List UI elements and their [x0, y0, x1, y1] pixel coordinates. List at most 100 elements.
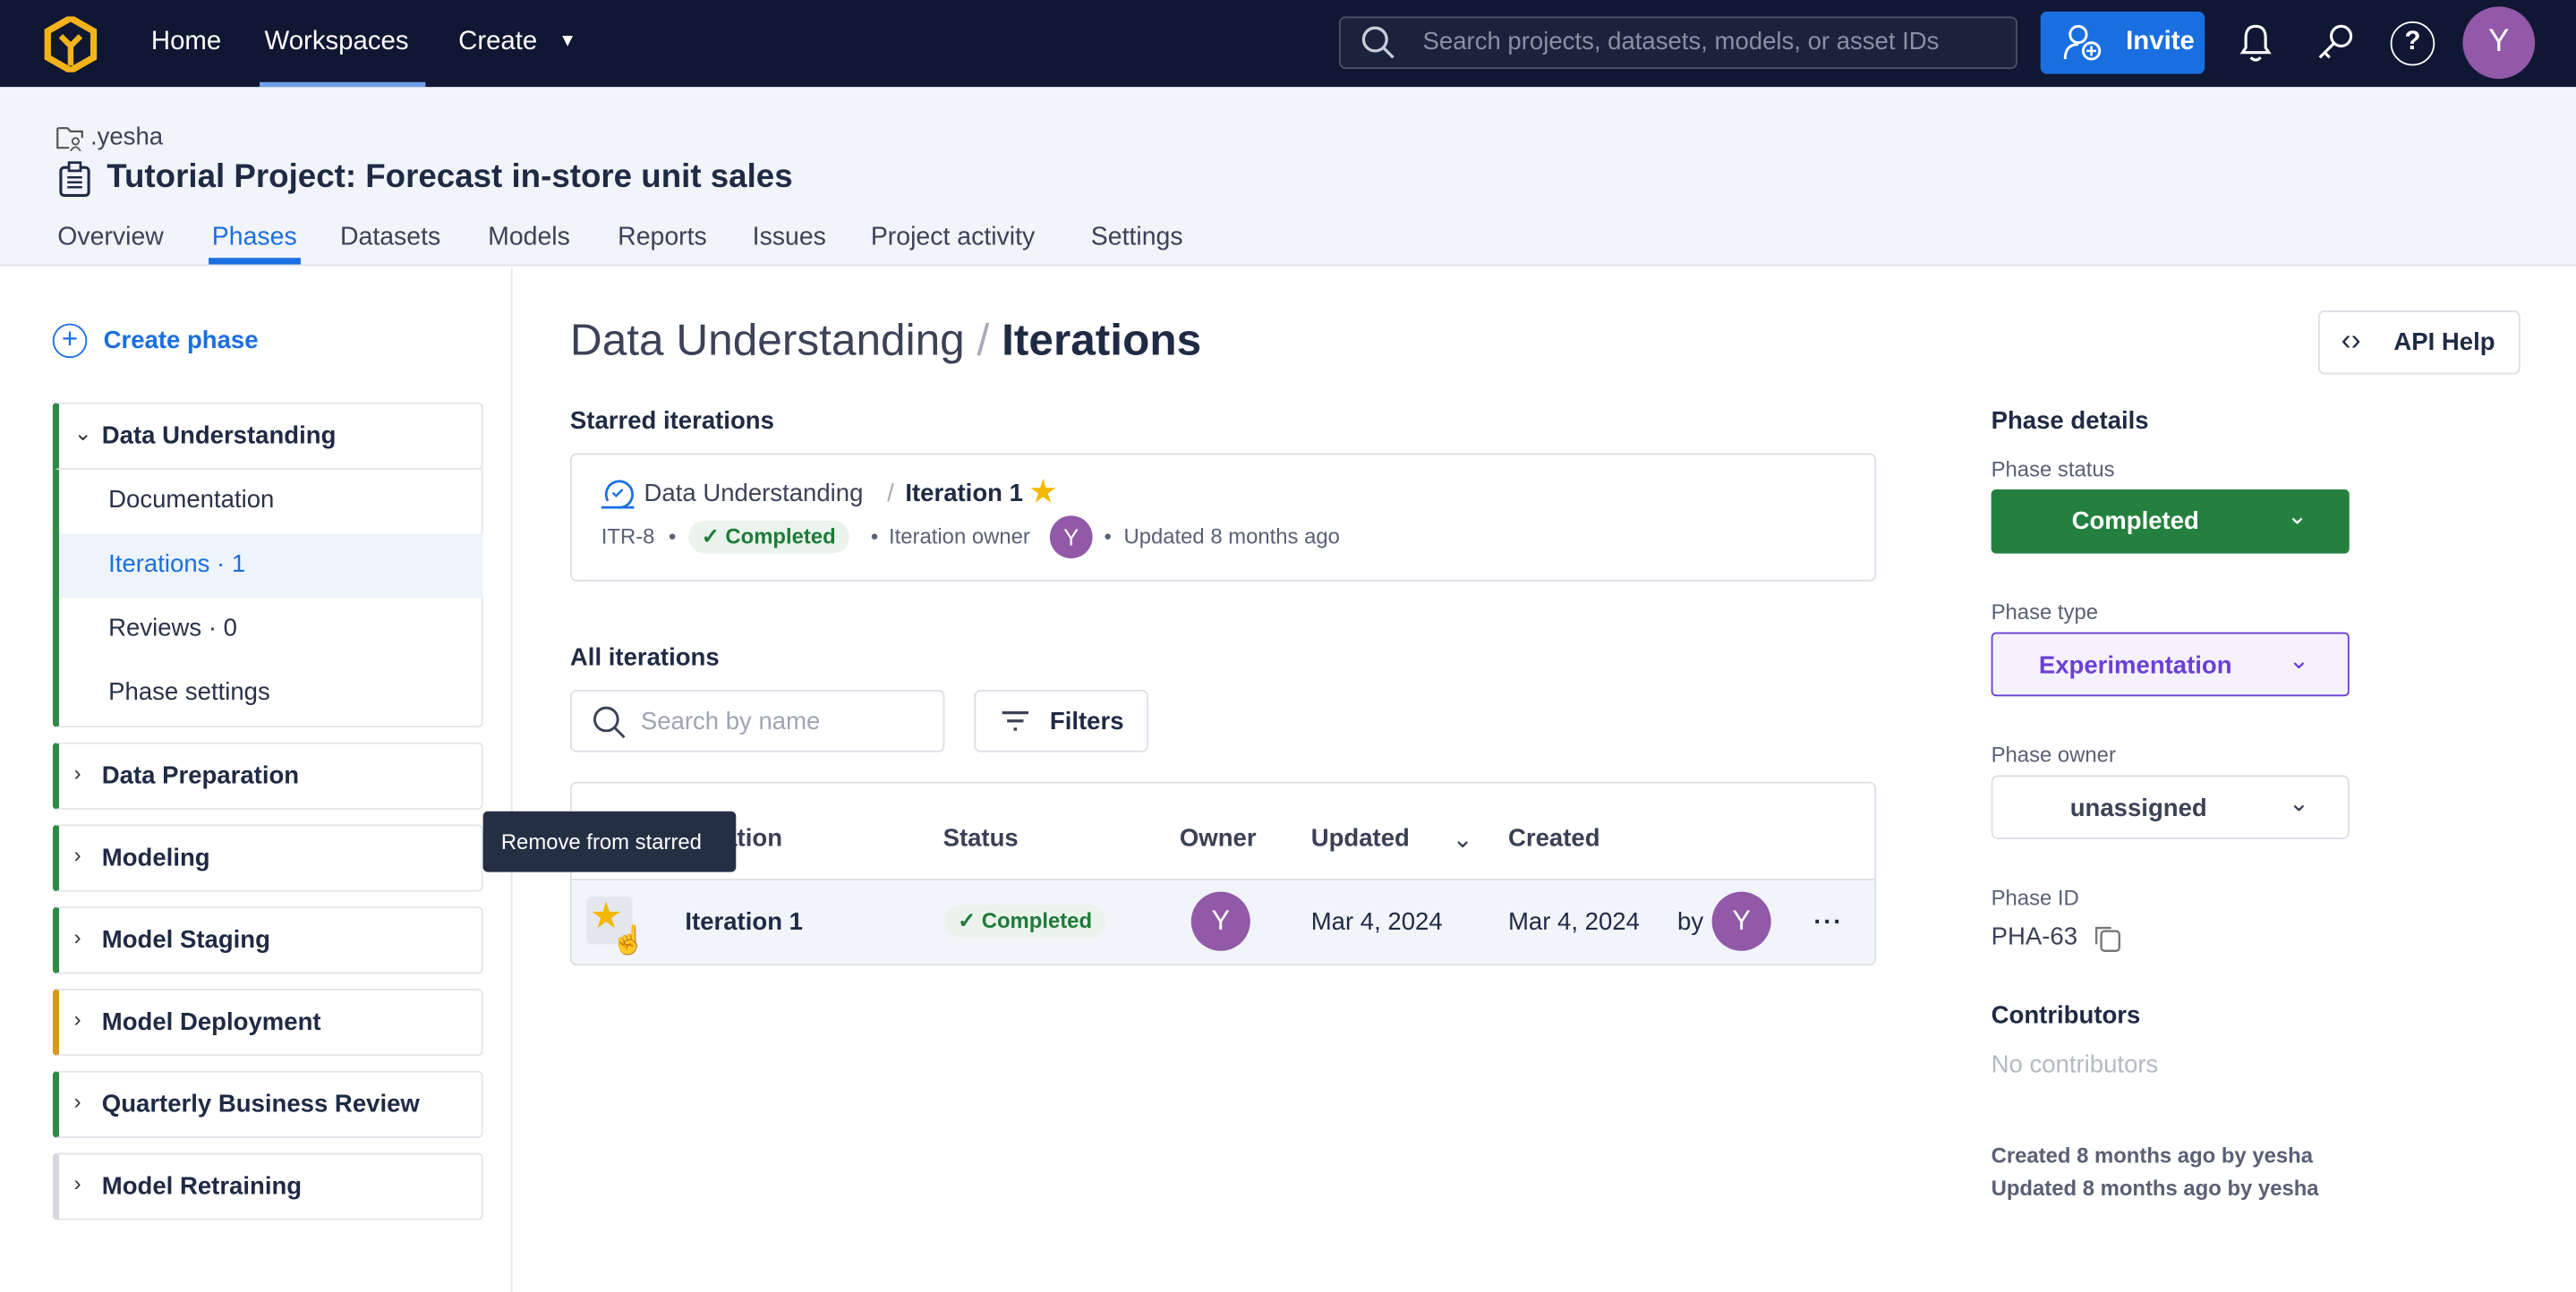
chevron-down-icon: ⌄ [2288, 789, 2309, 819]
add-user-icon [2063, 24, 2102, 61]
caret-down-icon[interactable]: ▼ [559, 30, 577, 51]
key-icon[interactable] [2315, 21, 2358, 64]
bell-icon[interactable] [2236, 21, 2275, 64]
nav-home[interactable]: Home [150, 28, 222, 56]
breadcrumb-current: Iterations [1002, 315, 1202, 365]
copy-icon[interactable] [2092, 923, 2125, 953]
nav-active-indicator [260, 81, 426, 88]
phase-model-staging[interactable]: › Model Staging [52, 906, 483, 974]
contributors-heading: Contributors [1991, 1001, 2141, 1030]
workspace-link[interactable]: .yesha [90, 123, 164, 151]
check-circle-icon: ✓ [701, 523, 726, 549]
phase-owner-label: Phase owner [1991, 742, 2116, 768]
more-options-icon[interactable]: ··· [1813, 908, 1844, 937]
phase-quarterly-business-review[interactable]: › Quarterly Business Review [52, 1070, 483, 1139]
sidebar-item-documentation[interactable]: Documentation [108, 486, 275, 514]
sidebar-item-reviews[interactable]: Reviews · 0 [108, 614, 237, 642]
owner-avatar[interactable]: Y [1190, 891, 1250, 951]
phase-label: Data Understanding [101, 421, 337, 450]
status-badge: ✓ Completed [944, 905, 1105, 939]
starred-heading: Starred iterations [569, 407, 774, 436]
sidebar-item-iterations[interactable]: Iterations · 1 [59, 533, 483, 599]
tab-models[interactable]: Models [488, 223, 570, 251]
invite-button[interactable]: Invite [2040, 11, 2205, 74]
phase-owner-value: unassigned [2069, 795, 2207, 823]
chevron-down-icon: ⌄ [2287, 502, 2308, 531]
api-help-label: API Help [2393, 328, 2495, 357]
phase-model-deployment[interactable]: › Model Deployment [52, 988, 483, 1057]
chevron-right-icon: › [73, 1007, 81, 1032]
sidebar-item-phase-settings[interactable]: Phase settings [108, 678, 270, 707]
created-date: Mar 4, 2024 [1507, 908, 1640, 937]
page-title: Tutorial Project: Forecast in-store unit… [107, 159, 793, 196]
iteration-name-link[interactable]: Iteration 1 [685, 908, 803, 937]
filter-icon [1002, 710, 1029, 731]
phase-status-select[interactable]: Completed ⌄ [1991, 489, 2350, 554]
owner-avatar[interactable]: Y [1049, 515, 1093, 559]
search-icon [593, 706, 626, 739]
phase-label: Model Staging [101, 926, 270, 955]
phase-owner-select[interactable]: unassigned ⌄ [1991, 775, 2350, 839]
create-phase-button[interactable]: Create phase [103, 327, 259, 355]
chevron-right-icon: › [73, 924, 81, 949]
tab-issues[interactable]: Issues [752, 223, 826, 251]
unstar-button[interactable] [586, 897, 633, 945]
starred-phase-name[interactable]: Data Understanding [644, 479, 864, 508]
tab-overview[interactable]: Overview [57, 223, 164, 251]
tab-reports[interactable]: Reports [618, 223, 707, 251]
phase-label: Quarterly Business Review [101, 1090, 420, 1118]
star-icon[interactable]: ★ [1028, 474, 1058, 511]
nav-workspaces[interactable]: Workspaces [264, 28, 409, 56]
code-icon: ‹› [2341, 323, 2361, 357]
sort-desc-icon[interactable]: ⌄ [1452, 826, 1473, 854]
tab-project-activity[interactable]: Project activity [870, 223, 1036, 251]
global-search-input[interactable]: Search projects, datasets, models, or as… [1338, 16, 2017, 70]
tab-settings[interactable]: Settings [1090, 223, 1183, 251]
chevron-down-icon: ⌄ [2288, 647, 2309, 676]
chevron-down-icon: ⌄ [73, 420, 92, 446]
plus-circle-icon: + [52, 323, 88, 359]
phase-label: Modeling [101, 844, 210, 872]
column-header-owner[interactable]: Owner [1179, 824, 1257, 853]
tab-phases[interactable]: Phases [211, 223, 297, 251]
filters-button[interactable]: Filters [974, 689, 1149, 752]
phase-modeling[interactable]: › Modeling [52, 824, 483, 892]
user-avatar[interactable]: Y [2462, 6, 2536, 80]
status-badge: ✓ Completed [688, 520, 849, 554]
phase-details-heading: Phase details [1991, 407, 2149, 436]
filters-label: Filters [1049, 708, 1124, 736]
created-info: Created 8 months ago by yesha [1991, 1143, 2313, 1169]
phase-data-preparation[interactable]: › Data Preparation [52, 742, 483, 810]
phase-data-understanding[interactable]: ⌄ Data Understanding [52, 402, 483, 470]
chevron-right-icon: › [73, 760, 81, 786]
column-header-updated[interactable]: Updated [1310, 824, 1410, 853]
all-iterations-heading: All iterations [569, 643, 720, 672]
phase-status-value: Completed [2071, 507, 2199, 536]
search-icon [1361, 26, 1395, 59]
updated-time: Updated 8 months ago [1123, 523, 1340, 549]
tab-datasets[interactable]: Datasets [339, 223, 441, 251]
column-header-created[interactable]: Created [1507, 824, 1600, 853]
api-help-button[interactable]: ‹› API Help [2317, 310, 2521, 375]
phase-type-select[interactable]: Experimentation ⌄ [1991, 632, 2350, 697]
starred-iteration-name[interactable]: Iteration 1 [905, 479, 1023, 508]
phase-model-retraining[interactable]: › Model Retraining [52, 1152, 483, 1220]
pointer-cursor-icon: ☝ [610, 924, 646, 956]
help-icon[interactable]: ? [2390, 21, 2435, 66]
chevron-right-icon: › [73, 842, 81, 868]
starred-iteration-card[interactable] [569, 453, 1877, 582]
creator-avatar[interactable]: Y [1711, 891, 1771, 951]
chevron-right-icon: › [73, 1170, 81, 1196]
created-by-label: by [1677, 908, 1704, 937]
iteration-search-input[interactable]: Search by name [569, 689, 945, 752]
tab-active-indicator [209, 258, 301, 265]
column-header-status[interactable]: Status [943, 824, 1019, 853]
phases-sidebar [0, 268, 513, 1292]
breadcrumb-parent[interactable]: Data Understanding [569, 315, 965, 365]
phase-label: Model Retraining [101, 1172, 303, 1201]
updated-date: Mar 4, 2024 [1310, 908, 1443, 937]
star-icon[interactable]: ★ [589, 895, 623, 937]
starred-separator: / [887, 479, 894, 508]
nav-create[interactable]: Create [458, 28, 538, 56]
app-logo[interactable] [44, 16, 98, 72]
